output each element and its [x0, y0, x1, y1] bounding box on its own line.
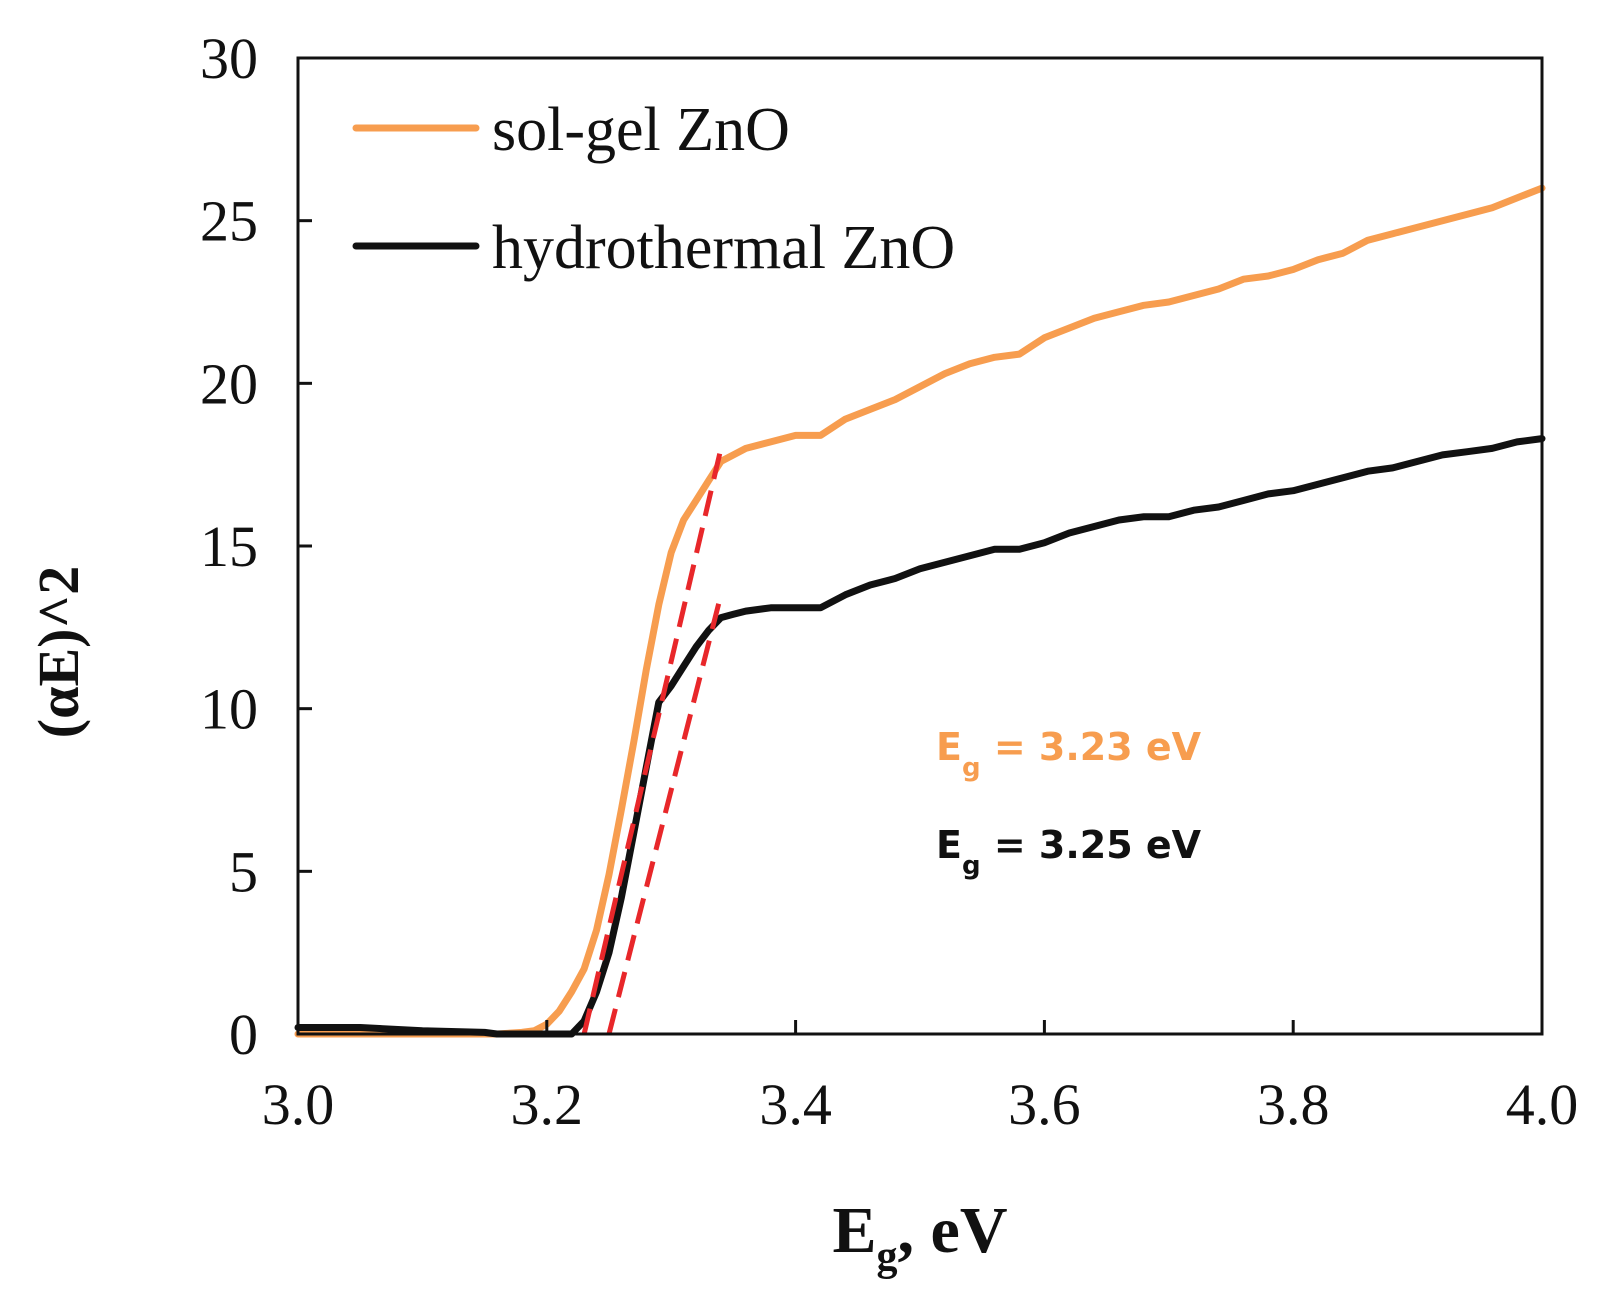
x-tick-label: 3.0 [262, 1072, 335, 1137]
series-line-sol-gel [294, 184, 1546, 1038]
x-tick-label: 4.0 [1506, 1072, 1579, 1137]
x-tick-label: 3.8 [1257, 1072, 1330, 1137]
legend-label-hydrothermal: hydrothermal ZnO [492, 214, 955, 282]
y-tick-label: 25 [200, 189, 258, 254]
tangent-line-hydrothermal [606, 594, 724, 1035]
axes-frame [296, 56, 1544, 1036]
y-tick-label: 5 [229, 839, 258, 904]
legend-label-sol-gel: sol-gel ZnO [492, 96, 790, 164]
plot-area [294, 184, 1546, 1038]
series-line-hydrothermal [294, 435, 1546, 1038]
x-tick-label: 3.6 [1008, 1072, 1081, 1137]
y-tick-label: 10 [200, 677, 258, 742]
y-tick-label: 0 [229, 1002, 258, 1067]
annotation-sol-gel-bandgap: Eg = 3.23 eV [936, 725, 1202, 783]
y-axis: 0 5 10 15 20 25 30 [200, 26, 312, 1067]
y-tick-label: 30 [200, 26, 258, 91]
x-tick-label: 3.4 [759, 1072, 832, 1137]
y-tick-label: 20 [200, 351, 258, 416]
x-axis: 3.0 3.2 3.4 3.6 3.8 4.0 [262, 1020, 1579, 1137]
x-axis-title: Eg, eV [833, 1194, 1008, 1280]
y-tick-label: 15 [200, 514, 258, 579]
x-tick-label: 3.2 [511, 1072, 584, 1137]
tangent-line-sol-gel [581, 447, 724, 1035]
legend: sol-gel ZnO hydrothermal ZnO [352, 96, 955, 282]
annotation-hydrothermal-bandgap: Eg = 3.25 eV [936, 823, 1202, 881]
annotations: Eg = 3.23 eV Eg = 3.25 eV [936, 725, 1202, 881]
y-axis-title: (αE)^2 [26, 566, 91, 738]
plot-border [296, 56, 1544, 1036]
